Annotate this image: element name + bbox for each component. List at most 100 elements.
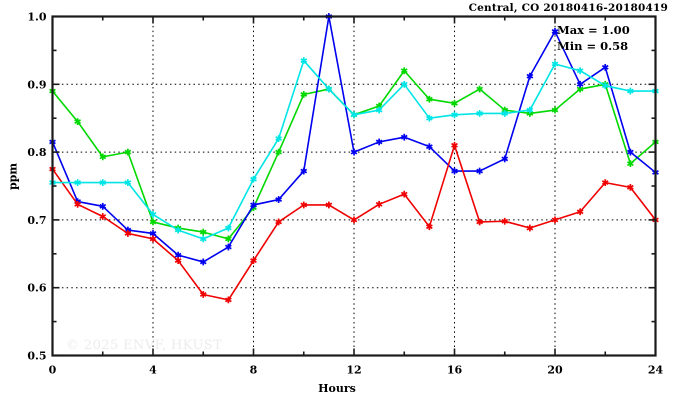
y-tick-label: 0.7: [27, 214, 46, 227]
data-point: [476, 85, 483, 93]
data-point: [225, 243, 232, 251]
y-tick-label: 1.0: [27, 11, 46, 24]
data-point: [426, 95, 433, 103]
data-point: [627, 148, 634, 156]
data-point: [124, 230, 132, 237]
y-axis-label: ppm: [6, 162, 20, 191]
data-point: [74, 179, 81, 187]
data-point: [501, 217, 509, 225]
data-point: [124, 148, 132, 156]
data-point: [526, 72, 534, 80]
x-tick-label: 24: [648, 364, 664, 377]
data-point: [551, 60, 559, 68]
data-point: [174, 226, 182, 234]
data-point: [476, 110, 483, 117]
data-point: [300, 57, 308, 64]
data-point: [99, 179, 107, 187]
data-point: [250, 175, 257, 183]
x-axis-label: Hours: [318, 382, 356, 395]
chart-title: Central, CO 20180416-20180419: [468, 2, 668, 14]
data-point: [275, 135, 282, 142]
data-point: [551, 28, 559, 35]
x-tick-label: 4: [149, 364, 157, 377]
data-point: [426, 223, 433, 231]
data-point: [375, 138, 383, 146]
data-point: [350, 111, 358, 119]
y-tick-label: 0.6: [27, 282, 46, 295]
data-point: [325, 85, 333, 93]
data-point: [627, 183, 634, 191]
stats-annotation: Max = 1.00 Min = 0.58: [557, 23, 630, 53]
data-point: [551, 106, 559, 114]
data-point: [400, 190, 408, 198]
data-point: [250, 257, 257, 264]
data-point: [275, 148, 282, 156]
x-tick-label: 0: [49, 364, 57, 377]
data-point: [149, 211, 157, 218]
data-point: [601, 63, 609, 71]
data-point: [225, 224, 232, 232]
x-tick-label: 12: [346, 364, 361, 377]
data-point: [400, 133, 408, 141]
data-point: [451, 141, 458, 149]
data-point: [74, 118, 81, 125]
data-point: [375, 200, 383, 208]
data-point: [501, 155, 509, 163]
data-point: [74, 200, 81, 208]
data-point: [375, 106, 383, 114]
data-point: [99, 153, 107, 161]
x-tick-label: 20: [547, 364, 563, 377]
data-point: [199, 235, 207, 243]
max-value-label: Max = 1.00: [557, 23, 630, 37]
data-point: [400, 67, 408, 75]
data-point: [350, 148, 358, 156]
data-point: [576, 80, 584, 88]
data-point: [526, 106, 534, 114]
data-point: [627, 87, 634, 95]
data-point: [250, 201, 257, 209]
data-point: [501, 110, 509, 117]
tick-labels: 0.5 0.6 0.7 0.8 0.9 1.0 0 4 8 12 16 20 24: [27, 11, 663, 377]
y-tick-label: 0.8: [27, 146, 46, 159]
x-tick-label: 8: [250, 364, 258, 377]
data-point: [199, 228, 207, 236]
data-point: [99, 202, 107, 210]
data-point: [576, 208, 584, 216]
data-point: [199, 291, 207, 298]
data-point: [426, 143, 433, 151]
series-red: [49, 141, 659, 304]
data-point: [601, 82, 609, 90]
data-point: [400, 80, 408, 88]
data-point: [601, 179, 609, 187]
data-point: [627, 160, 634, 168]
data-point: [149, 235, 157, 243]
data-point: [174, 257, 182, 264]
data-point: [451, 99, 458, 107]
data-point: [300, 201, 308, 209]
data-series-group: [49, 13, 659, 304]
data-point: [124, 179, 132, 187]
data-point: [551, 216, 559, 224]
data-point: [426, 114, 433, 122]
data-point: [300, 167, 308, 175]
x-tick-label: 16: [447, 364, 463, 377]
data-point: [275, 218, 282, 226]
y-tick-label: 0.9: [27, 78, 46, 91]
data-point: [199, 258, 207, 266]
data-point: [350, 216, 358, 224]
data-point: [225, 296, 232, 304]
data-point: [99, 213, 107, 220]
data-point: [275, 196, 282, 203]
min-value-label: Min = 0.58: [557, 39, 628, 53]
data-point: [225, 235, 232, 243]
data-point: [300, 91, 308, 98]
data-point: [526, 224, 534, 232]
data-point: [476, 218, 483, 226]
data-point: [576, 67, 584, 75]
data-point: [451, 111, 458, 119]
data-point: [451, 167, 458, 175]
data-point: [149, 218, 157, 226]
axis-ticks: [51, 15, 657, 357]
